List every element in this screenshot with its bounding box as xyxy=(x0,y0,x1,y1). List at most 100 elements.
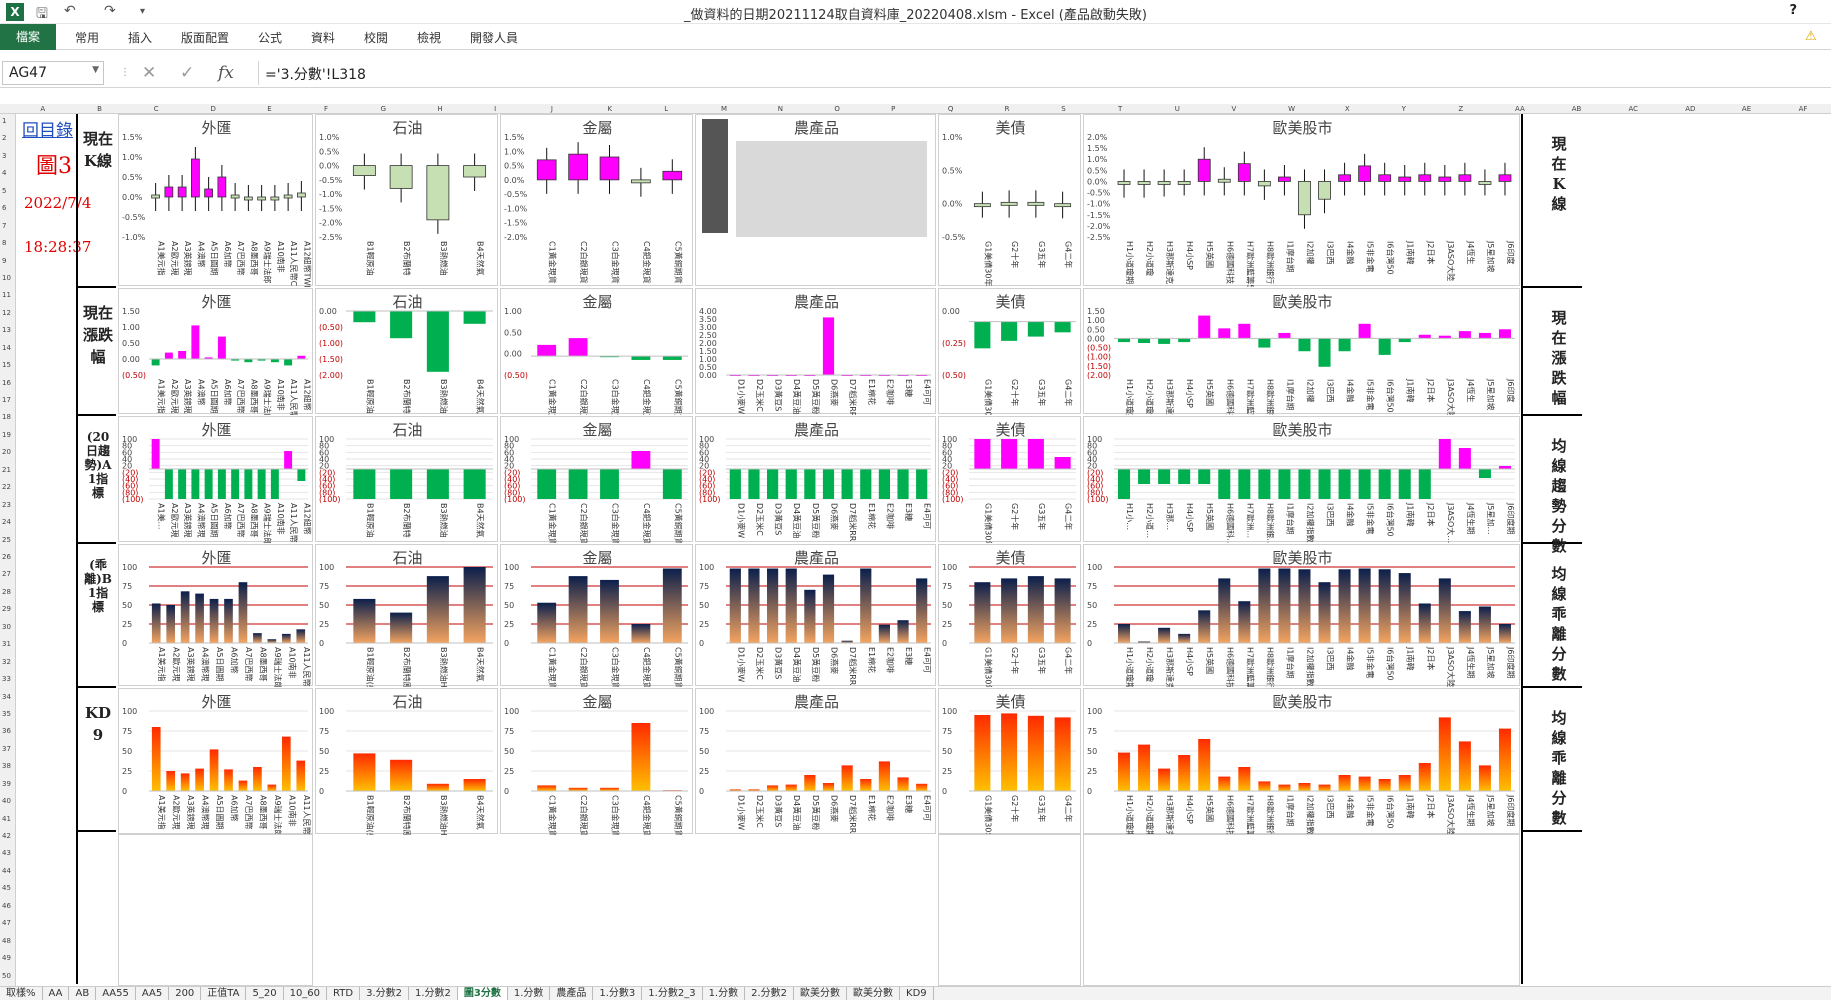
column-header[interactable]: C xyxy=(153,105,159,113)
sheet-tab[interactable]: 圖3分數 xyxy=(457,987,508,1000)
column-header[interactable]: O xyxy=(834,105,840,113)
row-header[interactable]: 30 xyxy=(2,622,11,631)
help-button[interactable]: ? xyxy=(1789,3,1797,18)
row-header[interactable]: 31 xyxy=(2,640,11,649)
chart-16[interactable]: 美債 100 80 60 40 20 (20) (40) (60) (80) (100) G1美債30… xyxy=(938,416,1081,543)
column-header[interactable]: P xyxy=(891,105,896,113)
row-header[interactable]: 3 xyxy=(2,151,7,160)
row-header[interactable]: 28 xyxy=(2,587,11,596)
row-header[interactable]: 25 xyxy=(2,535,11,544)
column-header[interactable]: Q xyxy=(947,105,954,113)
chart-14[interactable]: 金屬 100 80 60 40 20 (20) (40) (60) (80) (100) C1黃金現貨… xyxy=(500,416,693,543)
tab-home[interactable]: 常用 xyxy=(75,31,100,45)
sheet-tab[interactable]: 2.分數2 xyxy=(745,987,795,1000)
row-header[interactable]: 16 xyxy=(2,378,11,387)
row-header[interactable]: 41 xyxy=(2,814,11,823)
row-header[interactable]: 38 xyxy=(2,762,11,771)
row-header[interactable]: 2 xyxy=(2,134,7,143)
row-header[interactable]: 45 xyxy=(2,884,11,893)
sheet-tab[interactable]: 1.分數3 xyxy=(593,987,643,1000)
row-header[interactable]: 48 xyxy=(2,936,11,945)
chart-13[interactable]: 石油 100 80 60 40 20 (20) (40) (60) (80) (100) B1輕原油 B… xyxy=(315,416,498,542)
row-header[interactable]: 49 xyxy=(2,954,11,963)
row-header[interactable]: 12 xyxy=(2,308,11,317)
row-header[interactable]: 6 xyxy=(2,204,7,213)
row-header[interactable]: 26 xyxy=(2,553,11,561)
insert-function-button[interactable]: fx xyxy=(218,63,234,83)
chart-22[interactable]: 美債 100 75 50 25 0 G1美債30年 G2十年 G3五年 G4二年 xyxy=(938,544,1081,687)
tab-developer[interactable]: 開發人員 xyxy=(470,31,519,45)
row-header[interactable]: 8 xyxy=(2,239,7,248)
sheet-tab[interactable]: 3.分數2 xyxy=(360,987,409,1000)
customize-quick-access-icon[interactable]: ▾ xyxy=(140,6,146,17)
column-header[interactable]: U xyxy=(1174,105,1180,113)
sheet-tab[interactable]: 200 xyxy=(169,987,202,1000)
row-header[interactable]: 29 xyxy=(2,605,11,614)
row-header[interactable]: 50 xyxy=(2,971,11,980)
row-header[interactable]: 44 xyxy=(2,866,11,875)
row-header[interactable]: 32 xyxy=(2,657,11,666)
chart-5[interactable]: 歐美股市 2.0% 1.5% 1.0% 0.5% 0.0% -0.5% -1.0% -1.5% -… xyxy=(1083,114,1520,287)
column-header[interactable]: V xyxy=(1231,105,1237,113)
column-header[interactable]: F xyxy=(323,105,328,113)
chart-18[interactable]: 外匯 100 75 50 25 0 A1美元指 A2歐元現 A3英鎊現 A4澳幣現 A5日圓期 A6加… xyxy=(118,544,313,687)
sheet-tab[interactable]: 1.分數2_3 xyxy=(642,987,703,1000)
row-header[interactable]: 39 xyxy=(2,779,11,788)
sheet-tab[interactable]: 10_60 xyxy=(284,987,328,1000)
file-tab[interactable]: 檔案 xyxy=(0,24,56,50)
tab-page-layout[interactable]: 版面配置 xyxy=(181,31,230,45)
row-header[interactable]: 36 xyxy=(2,727,11,736)
row-header[interactable]: 21 xyxy=(2,465,11,474)
column-header[interactable]: L xyxy=(664,105,669,113)
chart-27[interactable]: 農產品 100 75 50 25 0 D1小麥W D2玉米C D3黃豆S D4黃豆油 D5黃豆粉 D6… xyxy=(695,688,936,834)
column-header[interactable]: AA xyxy=(1515,105,1525,113)
row-header[interactable]: 13 xyxy=(2,326,11,335)
row-header[interactable]: 7 xyxy=(2,221,7,230)
column-header[interactable]: AC xyxy=(1628,105,1639,113)
chart-1[interactable]: 石油 1.0% 0.5% 0.0% -0.5% -1.0% -1.5% -2.0% -2.5% B… xyxy=(315,114,498,286)
chart-6[interactable]: 外匯 1.50 1.00 0.50 0.00 (0.50) A1美元指 A2歐元現 A3英鎊現 A… xyxy=(118,288,313,415)
row-header[interactable]: 15 xyxy=(2,361,11,370)
row-header[interactable]: 33 xyxy=(2,675,11,684)
tab-formulas[interactable]: 公式 xyxy=(258,31,283,45)
chart-9[interactable]: 農產品 4.00 3.50 3.00 2.50 2.00 1.50 1.00 0.50 0.00 D… xyxy=(695,288,936,415)
chart-4[interactable]: 美債 1.0% 0.5% 0.0% -0.5% G1美債30年 G2十年 G3五年 G4二年 xyxy=(938,114,1081,286)
row-header[interactable]: 17 xyxy=(2,396,11,405)
sheet-tab[interactable]: 1.分數2 xyxy=(409,987,458,1000)
column-header[interactable]: B xyxy=(97,105,102,113)
sheet-tab[interactable]: 取樣% xyxy=(0,987,43,1000)
row-header[interactable]: 37 xyxy=(2,744,11,753)
sheet-tab[interactable]: 5_20 xyxy=(246,987,284,1000)
row-header[interactable]: 24 xyxy=(2,518,11,527)
column-header[interactable]: Y xyxy=(1401,105,1406,113)
chart-15[interactable]: 農產品 100 80 60 40 20 (20) (40) (60) (80) (100) D1小麥W… xyxy=(695,416,936,542)
column-header[interactable]: G xyxy=(380,105,387,113)
column-header[interactable]: K xyxy=(607,105,613,113)
chevron-down-icon[interactable]: ▼ xyxy=(92,65,99,75)
sheet-tab[interactable]: AA xyxy=(43,987,70,1000)
column-header[interactable]: M xyxy=(720,105,728,113)
chart-11[interactable]: 歐美股市 1.50 1.00 0.50 0.00 (0.50) (1.00) (1.50) (2… xyxy=(1083,288,1520,415)
cancel-icon[interactable]: ✕ xyxy=(142,63,157,83)
row-header[interactable]: 35 xyxy=(2,709,11,718)
row-header[interactable]: 19 xyxy=(2,430,11,439)
row-header[interactable]: 5 xyxy=(2,186,7,195)
column-header[interactable]: J xyxy=(550,105,553,113)
enter-icon[interactable]: ✓ xyxy=(180,63,195,83)
column-header[interactable]: I xyxy=(494,105,497,113)
column-header[interactable]: N xyxy=(777,105,783,113)
chart-26[interactable]: 金屬 100 75 50 25 0 C1黃金現貨 C2白銀現貨 C3白金現貨XPT C4鈀金現貨X… xyxy=(500,688,693,835)
sheet-tab[interactable]: AA55 xyxy=(96,987,136,1000)
row-header[interactable]: 20 xyxy=(2,448,11,457)
column-header[interactable]: Z xyxy=(1458,105,1464,113)
chart-19[interactable]: 石油 100 75 50 25 0 B1輕原油(美) B2布蘭特原油RB B3熱燃油HO B4天然… xyxy=(315,544,498,687)
name-box[interactable]: AG47 ▼ xyxy=(2,61,104,85)
column-header[interactable]: AB xyxy=(1571,105,1582,113)
column-header[interactable]: AF xyxy=(1798,105,1808,113)
row-header[interactable]: 14 xyxy=(2,343,11,352)
row-header[interactable]: 43 xyxy=(2,849,11,858)
row-header[interactable]: 10 xyxy=(2,273,11,282)
row-header[interactable]: 46 xyxy=(2,901,11,910)
back-to-index-link[interactable]: 回目錄 xyxy=(22,121,73,141)
column-header[interactable]: A xyxy=(40,105,46,113)
